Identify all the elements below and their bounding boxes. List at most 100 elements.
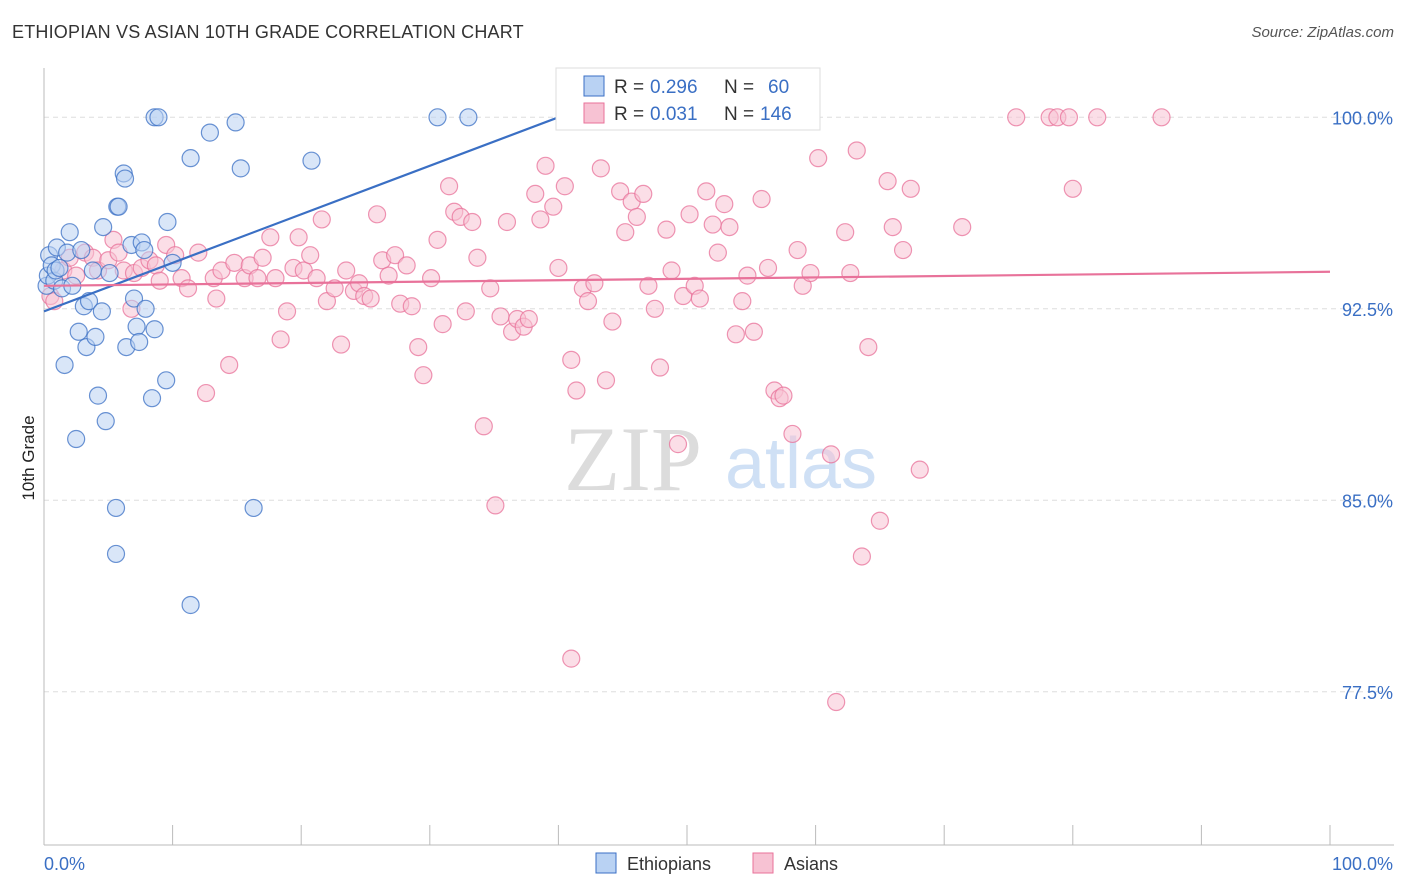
point-ethiopians <box>226 113 245 132</box>
point-ethiopians <box>181 595 200 615</box>
point-ethiopians <box>142 389 162 408</box>
point-asians <box>220 355 239 375</box>
point-asians <box>901 179 920 198</box>
point-asians <box>662 261 681 280</box>
point-ethiopians <box>92 302 111 321</box>
point-asians <box>752 189 771 209</box>
point-ethiopians <box>55 355 74 375</box>
point-asians <box>439 177 459 196</box>
point-asians <box>836 223 855 242</box>
point-asians <box>774 386 793 405</box>
point-asians <box>783 424 802 444</box>
y-tick-label: 85.0% <box>1342 491 1393 511</box>
legend-r-label: R = <box>614 77 644 98</box>
point-ethiopians <box>157 371 176 390</box>
point-ethiopians <box>135 240 154 260</box>
point-asians <box>1152 108 1171 127</box>
point-ethiopians <box>106 498 126 518</box>
point-asians <box>639 276 658 295</box>
point-ethiopians <box>244 498 263 518</box>
legend-swatch-ethiopians <box>583 75 605 97</box>
point-asians <box>481 279 500 298</box>
point-asians <box>708 243 727 262</box>
watermark-zip: ZIP <box>564 408 702 510</box>
point-asians <box>634 184 653 203</box>
point-asians <box>827 692 846 712</box>
point-asians <box>225 253 244 272</box>
bottom-legend: Ethiopians Asians <box>595 852 838 874</box>
point-asians <box>312 210 331 229</box>
trend-line-ethiopians <box>43 116 559 313</box>
point-asians <box>301 246 320 265</box>
point-ethiopians <box>60 223 79 242</box>
point-asians <box>463 212 482 232</box>
point-ethiopians <box>96 412 115 431</box>
point-asians <box>616 223 635 242</box>
point-asians <box>680 205 699 224</box>
point-ethiopians <box>106 544 126 564</box>
point-ethiopians <box>127 317 146 336</box>
point-asians <box>253 248 272 267</box>
point-asians <box>474 417 493 436</box>
bottom-legend-swatch-asians <box>752 852 774 874</box>
point-ethiopians <box>115 169 135 188</box>
bottom-legend-asians: Asians <box>784 854 838 874</box>
point-ethiopians <box>145 320 164 339</box>
point-asians <box>261 228 280 247</box>
point-asians <box>733 292 752 311</box>
point-asians <box>289 228 308 247</box>
point-asians <box>531 210 550 229</box>
watermark-atlas: atlas <box>725 424 877 504</box>
point-asians <box>567 381 586 400</box>
y-axis-title: 10th Grade <box>19 415 38 500</box>
point-asians <box>801 263 820 283</box>
point-asians <box>690 289 709 308</box>
point-asians <box>421 269 441 288</box>
point-asians <box>337 261 356 280</box>
point-ethiopians <box>94 217 113 237</box>
point-ethiopians <box>124 289 144 308</box>
point-ethiopians <box>181 149 200 168</box>
point-asians <box>1007 108 1026 127</box>
point-asians <box>402 297 421 316</box>
point-asians <box>207 289 226 308</box>
point-ethiopians <box>459 108 478 127</box>
legend-r-label: R = <box>614 104 644 125</box>
point-asians <box>150 271 169 290</box>
point-asians <box>883 217 902 237</box>
point-asians <box>821 445 841 464</box>
legend-n-label: N = <box>724 77 754 98</box>
point-ethiopians <box>200 123 219 142</box>
point-asians <box>549 258 568 278</box>
point-asians <box>519 309 538 329</box>
point-ethiopians <box>130 332 149 352</box>
trend-lines <box>43 116 1331 313</box>
point-asians <box>414 366 433 385</box>
point-ethiopians <box>83 261 102 280</box>
point-asians <box>536 156 555 175</box>
point-asians <box>657 220 676 239</box>
bottom-legend-swatch-ethiopians <box>595 852 617 874</box>
point-asians <box>870 511 890 530</box>
point-asians <box>645 299 664 318</box>
point-asians <box>893 240 913 260</box>
point-asians <box>852 547 871 566</box>
point-asians <box>809 149 828 168</box>
point-asians <box>361 289 380 308</box>
point-ethiopians <box>428 108 447 127</box>
point-ethiopians <box>86 327 105 346</box>
point-asians <box>562 649 581 668</box>
point-ethiopians <box>231 159 250 178</box>
legend-r-asians: 0.031 <box>650 104 698 125</box>
point-asians <box>526 184 545 203</box>
point-ethiopians <box>100 263 119 283</box>
point-asians <box>596 371 616 390</box>
point-asians <box>497 212 517 232</box>
point-ethiopians <box>302 151 321 170</box>
legend-n-asians: 146 <box>760 104 792 125</box>
point-asians <box>307 269 326 288</box>
y-tick-label: 92.5% <box>1342 300 1393 320</box>
point-asians <box>603 312 622 331</box>
x-tick-label: 100.0% <box>1332 854 1393 874</box>
